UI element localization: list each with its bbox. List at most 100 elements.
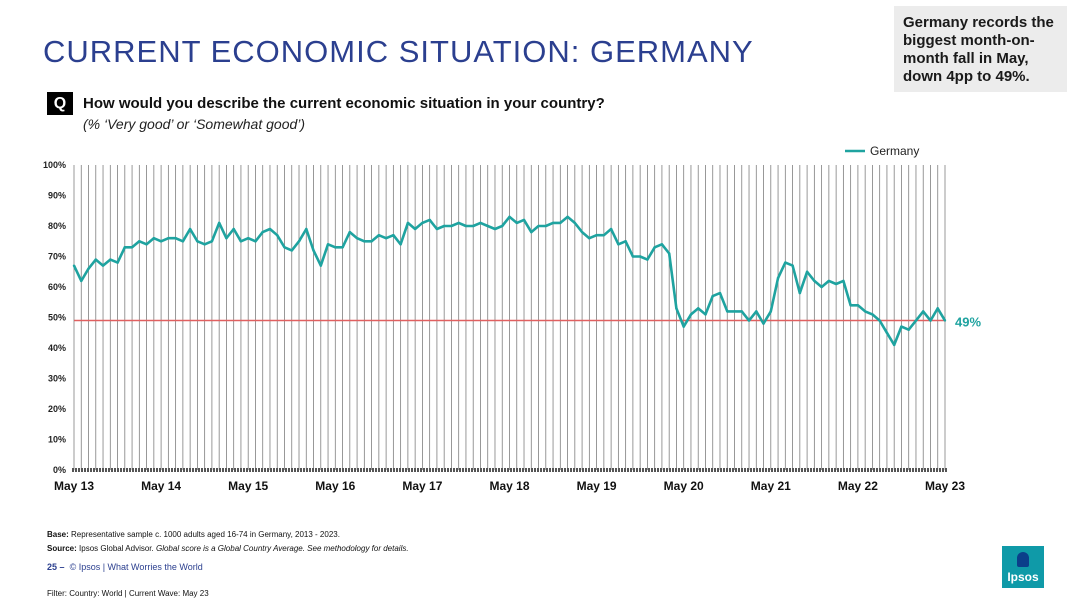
- data-point: [442, 224, 446, 228]
- data-point: [297, 240, 301, 243]
- data-point: [711, 294, 714, 298]
- data-point: [384, 237, 388, 240]
- x-tick-label: May 22: [838, 479, 878, 493]
- data-point: [544, 224, 547, 228]
- data-point: [363, 240, 366, 243]
- data-point: [109, 258, 112, 261]
- source-note-italic: Global score is a Global Country Average…: [155, 544, 409, 553]
- x-tick-label: May 13: [54, 479, 94, 493]
- base-label: Base:: [47, 530, 69, 539]
- data-point: [551, 221, 555, 225]
- data-point: [733, 310, 736, 313]
- data-point: [522, 218, 526, 222]
- data-point: [290, 249, 293, 252]
- data-point: [726, 310, 729, 313]
- x-tick-label: May 21: [751, 479, 791, 493]
- data-point: [537, 224, 540, 228]
- data-point: [399, 243, 402, 246]
- data-point: [689, 313, 693, 316]
- data-point: [849, 304, 852, 307]
- data-point: [900, 325, 903, 328]
- data-point: [370, 240, 373, 243]
- data-point: [842, 279, 845, 283]
- data-point: [718, 291, 722, 295]
- data-point: [225, 237, 228, 240]
- data-point: [871, 313, 874, 316]
- data-point: [834, 282, 838, 286]
- y-tick-label: 100%: [43, 160, 66, 170]
- data-point: [87, 267, 90, 270]
- data-point: [740, 310, 743, 313]
- data-point: [167, 237, 170, 240]
- data-point: [196, 240, 199, 243]
- data-point: [101, 264, 105, 267]
- data-point: [159, 240, 163, 243]
- data-point: [631, 255, 635, 258]
- end-value-label: 49%: [955, 315, 981, 330]
- logo-text: Ipsos: [1007, 570, 1039, 584]
- data-point: [247, 237, 250, 240]
- data-point: [493, 227, 497, 231]
- data-point: [312, 249, 315, 252]
- data-point: [566, 215, 569, 219]
- data-point: [464, 224, 468, 228]
- data-point: [239, 240, 243, 243]
- question-text: How would you describe the current econo…: [83, 95, 605, 112]
- data-point: [936, 307, 939, 310]
- data-point: [856, 304, 860, 307]
- data-point: [667, 252, 671, 255]
- data-point: [392, 233, 395, 237]
- data-point: [334, 246, 337, 249]
- data-point: [878, 319, 881, 322]
- x-tick-label: May 16: [315, 479, 355, 493]
- data-point: [428, 218, 431, 222]
- y-tick-label: 60%: [48, 282, 66, 292]
- source-label: Source:: [47, 544, 77, 553]
- data-point: [624, 240, 627, 243]
- line-chart: 0% 10% 20% 30% 40% 50% 60% 70% 80% 90% 100% May 13 M…: [43, 144, 981, 493]
- data-point: [341, 246, 344, 249]
- y-tick-label: 70%: [48, 252, 66, 262]
- footer-text: © Ipsos | What Worries the World: [69, 562, 203, 572]
- y-tick-label: 80%: [48, 221, 66, 231]
- data-point: [145, 243, 148, 246]
- data-point: [943, 319, 947, 322]
- data-point: [573, 221, 577, 225]
- data-point: [472, 224, 475, 228]
- data-point: [181, 240, 185, 243]
- data-point: [885, 331, 889, 334]
- question-badge: Q: [47, 92, 73, 115]
- y-tick-label: 30%: [48, 374, 66, 384]
- data-point: [863, 310, 867, 313]
- source-note: Source: Ipsos Global Advisor. Global sco…: [47, 544, 409, 553]
- legend-label-germany: Germany: [870, 144, 919, 158]
- data-point: [776, 276, 780, 280]
- data-point: [116, 261, 119, 264]
- data-point: [805, 270, 809, 273]
- data-point: [914, 319, 918, 322]
- y-tick-label: 10%: [48, 435, 66, 445]
- data-point: [130, 246, 134, 249]
- data-point: [653, 246, 656, 249]
- ipsos-logo: Ipsos: [1002, 546, 1044, 588]
- data-point: [588, 237, 591, 240]
- data-point: [413, 227, 417, 231]
- data-point: [261, 230, 264, 234]
- data-point: [609, 227, 613, 231]
- base-text: Representative sample c. 1000 adults age…: [71, 530, 340, 539]
- footer: 25 – © Ipsos | What Worries the World: [47, 562, 203, 572]
- data-point: [755, 310, 758, 313]
- filter-note: Filter: Country: World | Current Wave: M…: [47, 589, 209, 598]
- data-point: [508, 215, 511, 219]
- x-tick-label: May 17: [402, 479, 442, 493]
- data-point: [406, 221, 410, 225]
- data-point: [602, 233, 606, 237]
- logo-mark: [1017, 552, 1029, 567]
- data-point: [769, 310, 772, 313]
- data-point: [929, 319, 932, 322]
- data-point: [377, 233, 381, 237]
- x-tick-label: May 20: [664, 479, 704, 493]
- data-point: [798, 291, 802, 295]
- data-point: [276, 233, 279, 237]
- data-point: [80, 279, 83, 283]
